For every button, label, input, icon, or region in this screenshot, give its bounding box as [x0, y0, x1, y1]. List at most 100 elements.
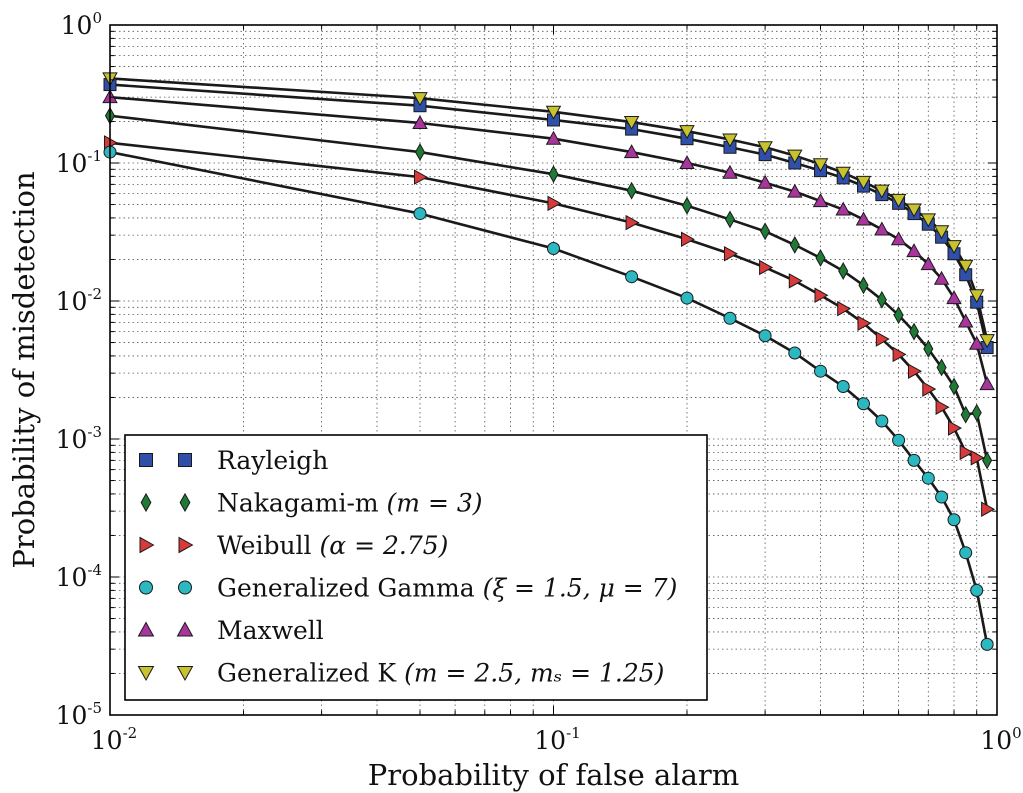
data-point-generalized-gamma — [680, 291, 694, 305]
x-tick-label: 100 — [980, 724, 1021, 755]
legend-marker-weibull — [178, 536, 194, 554]
legend-label-rayleigh: Rayleigh — [217, 446, 328, 475]
data-point-generalized-gamma — [875, 414, 889, 428]
data-point-generalized-k — [874, 184, 890, 199]
data-point-generalized-k — [787, 149, 803, 164]
x-axis-label: Probability of false alarm — [368, 758, 740, 792]
data-point-weibull — [788, 273, 803, 289]
data-point-generalized-gamma — [836, 380, 850, 394]
legend-marker-nakagami-m — [179, 492, 191, 513]
legend-label-nakagami-m: Nakagami-m (m = 3) — [217, 489, 483, 518]
data-point-maxwell — [545, 130, 562, 145]
data-point-generalized-k — [920, 213, 937, 228]
data-point-generalized-gamma — [814, 364, 828, 378]
data-point-maxwell — [412, 115, 428, 129]
data-point-weibull — [857, 315, 872, 331]
legend-marker-maxwell — [176, 621, 194, 637]
data-point-generalized-gamma — [723, 311, 737, 325]
data-point-nakagami-m — [948, 377, 960, 396]
legend-marker-maxwell — [137, 621, 155, 637]
data-point-generalized-gamma — [413, 207, 427, 221]
data-point-maxwell — [957, 313, 974, 328]
legend-marker-generalized-k — [176, 666, 194, 682]
data-point-generalized-k — [855, 175, 872, 190]
data-point-maxwell — [890, 231, 907, 246]
data-point-generalized-k — [722, 133, 738, 148]
legend-label-weibull: Weibull (α = 2.75) — [217, 531, 448, 560]
legend-marker-weibull — [139, 536, 155, 554]
data-point-nakagami-m — [681, 196, 693, 215]
y-axis-label: Probability of misdetection — [7, 171, 41, 568]
legend-marker-rayleigh — [178, 453, 192, 467]
legend-marker-generalized-k — [137, 666, 155, 682]
legend-label-generalized-k: Generalized K (m = 2.5, mₛ = 1.25) — [217, 659, 664, 688]
data-point-maxwell — [933, 270, 950, 285]
data-point-weibull — [922, 381, 937, 397]
data-point-maxwell — [835, 201, 851, 216]
data-point-nakagami-m — [724, 210, 736, 229]
data-point-weibull — [875, 331, 890, 347]
data-point-generalized-k — [679, 125, 695, 140]
data-point-nakagami-m — [908, 322, 920, 341]
data-point-weibull — [547, 195, 562, 212]
data-point-maxwell — [757, 174, 773, 189]
data-point-generalized-k — [946, 240, 962, 255]
data-point-weibull — [948, 420, 962, 436]
data-point-generalized-gamma — [856, 397, 870, 411]
data-point-maxwell — [722, 164, 738, 179]
axis-ticks — [109, 25, 997, 716]
data-point-weibull — [759, 259, 774, 276]
data-point-generalized-gamma — [980, 637, 994, 651]
data-point-generalized-k — [906, 203, 922, 218]
data-point-maxwell — [968, 335, 985, 350]
data-point-generalized-k — [412, 92, 428, 107]
data-point-nakagami-m — [789, 235, 800, 254]
data-point-generalized-k — [812, 158, 829, 173]
y-tick-label: 10-3 — [56, 423, 102, 454]
data-point-weibull — [680, 231, 695, 248]
data-point-weibull — [892, 346, 907, 363]
data-point-generalized-k — [933, 225, 950, 240]
data-point-generalized-gamma — [947, 513, 961, 527]
data-point-weibull — [723, 245, 738, 262]
legend-marker-generalized-gamma — [178, 580, 192, 595]
data-point-weibull — [837, 300, 852, 317]
data-point-nakagami-m — [858, 276, 869, 295]
data-point-generalized-k — [957, 259, 974, 274]
series-markers — [102, 72, 996, 651]
y-tick-label: 10-4 — [56, 561, 102, 592]
y-tick-label: 10-5 — [56, 699, 102, 730]
data-point-generalized-gamma — [970, 583, 984, 597]
data-point-generalized-gamma — [907, 453, 921, 467]
data-point-maxwell — [623, 144, 640, 159]
data-point-generalized-gamma — [625, 270, 639, 284]
x-tick-label: 10-1 — [534, 724, 580, 755]
x-tick-label: 10-2 — [91, 724, 137, 755]
data-point-generalized-k — [968, 289, 985, 304]
data-point-nakagami-m — [893, 306, 904, 325]
data-point-generalized-gamma — [959, 546, 973, 560]
data-point-weibull — [981, 501, 996, 517]
data-point-nakagami-m — [971, 403, 982, 422]
legend-label-generalized-gamma: Generalized Gamma (ξ = 1.5, μ = 7) — [217, 574, 677, 603]
legend-marker-generalized-gamma — [139, 580, 153, 595]
data-point-nakagami-m — [982, 451, 993, 470]
data-point-generalized-gamma — [758, 329, 772, 343]
data-point-nakagami-m — [960, 405, 971, 424]
data-point-maxwell — [874, 221, 890, 236]
data-point-nakagami-m — [548, 165, 559, 184]
data-point-maxwell — [787, 183, 803, 198]
data-point-nakagami-m — [923, 339, 934, 358]
data-point-generalized-k — [623, 116, 640, 130]
data-point-weibull — [413, 169, 428, 185]
data-point-generalized-gamma — [547, 242, 560, 256]
data-point-generalized-k — [545, 105, 562, 120]
data-point-nakagami-m — [760, 222, 771, 241]
data-point-generalized-k — [979, 334, 995, 349]
data-point-weibull — [625, 214, 640, 231]
data-point-weibull — [908, 363, 922, 379]
data-point-generalized-gamma — [788, 346, 802, 360]
data-point-generalized-gamma — [935, 490, 949, 504]
data-point-generalized-gamma — [892, 433, 906, 447]
